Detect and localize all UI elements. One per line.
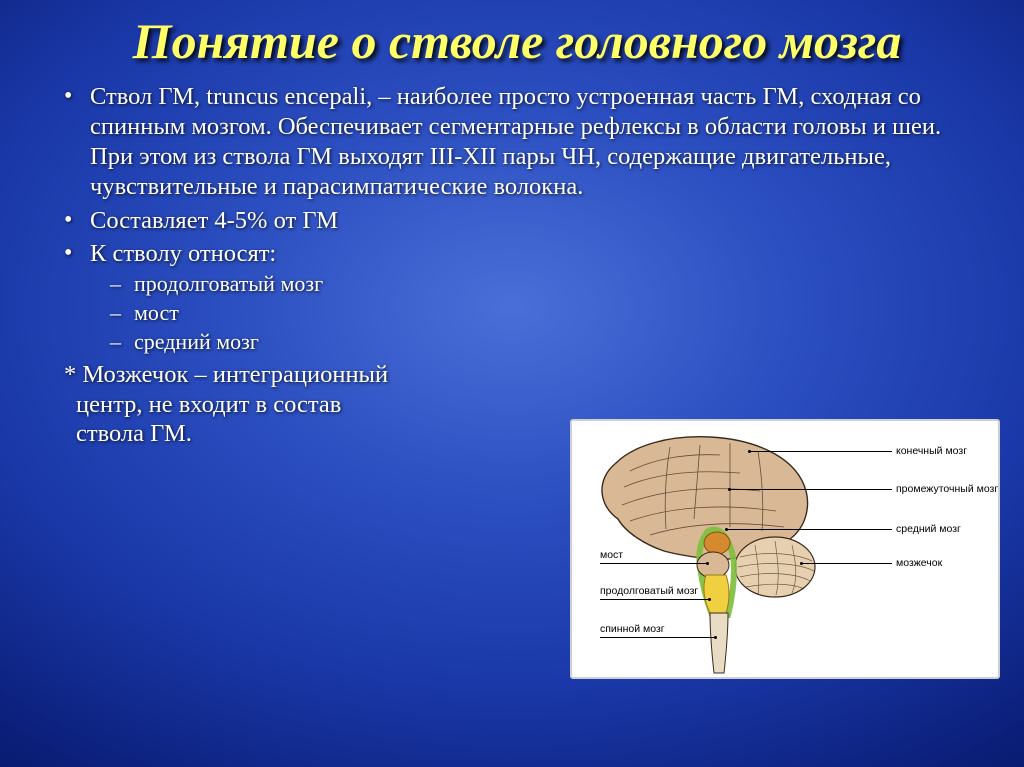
fig-label-cerebellum: мозжечок: [896, 557, 942, 569]
bullet-2: Составляет 4-5% от ГМ: [90, 206, 978, 236]
fig-label-spinal: спинной мозг: [600, 623, 665, 635]
footnote-line-2: центр, не входит в состав: [64, 390, 978, 420]
fig-label-cerebrum: конечный мозг: [896, 445, 967, 457]
fig-label-midbrain: средний мозг: [896, 523, 961, 535]
footnote-line-1: * Мозжечок – интеграционный: [64, 360, 978, 390]
fig-label-medulla: продолговатый мозг: [600, 585, 698, 597]
content-block: Ствол ГМ, truncus encepali, – наиболее п…: [56, 82, 978, 449]
bullet-3: К стволу относят: продолговатый мозг мос…: [90, 239, 978, 355]
page-title: Понятие о стволе головного мозга: [56, 14, 978, 68]
fig-label-diencephalon: промежуточный мозг: [896, 483, 998, 495]
bullet-3-text: К стволу относят:: [90, 240, 276, 267]
brain-diagram: конечный мозг промежуточный мозг средний…: [570, 419, 1000, 679]
sub-bullet-2: мост: [134, 300, 978, 327]
sub-bullet-3: средний мозг: [134, 329, 978, 356]
fig-label-pons: мост: [600, 549, 623, 561]
bullet-1: Ствол ГМ, truncus encepali, – наиболее п…: [90, 82, 978, 202]
sub-bullet-1: продолговатый мозг: [134, 271, 978, 298]
